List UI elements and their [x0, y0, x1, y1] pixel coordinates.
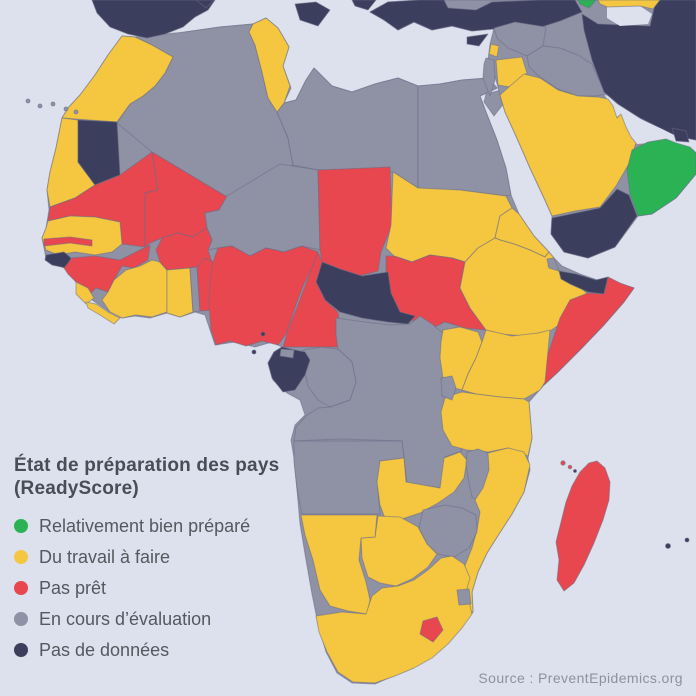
islands-canary — [63, 106, 69, 112]
legend-item-under-evaluation: En cours d’évaluation — [14, 608, 354, 630]
legend-dot-work-to-do-icon — [14, 550, 28, 564]
country-morocco — [61, 35, 174, 123]
legend-label-under-evaluation: En cours d’évaluation — [39, 608, 212, 629]
country-turkmenistan — [597, 0, 661, 10]
legend-item-no-data: Pas de données — [14, 639, 354, 661]
country-lesotho — [419, 616, 444, 643]
islands-comoros — [560, 460, 566, 466]
country-congo — [302, 346, 357, 408]
legend-dot-under-evaluation-icon — [14, 612, 28, 626]
island-sicily — [294, 1, 331, 27]
legend: État de préparation des pays (ReadyScore… — [14, 454, 354, 670]
country-kenya — [461, 329, 551, 400]
island-mauritius — [665, 543, 671, 549]
legend-item-work-to-do: Du travail à faire — [14, 546, 354, 568]
island-mayotte — [573, 469, 577, 473]
country-ghana — [166, 267, 194, 318]
country-mozambique — [457, 447, 531, 613]
legend-title: État de préparation des pays (ReadyScore… — [14, 454, 354, 500]
country-senegal — [41, 215, 123, 256]
legend-label-work-to-do: Du travail à faire — [39, 546, 171, 567]
country-spain — [91, 0, 216, 39]
country-libya — [276, 67, 419, 189]
country-rwanda-burundi — [440, 375, 457, 401]
source-attribution: Source : PreventEpidemics.org — [478, 670, 683, 686]
country-turkey — [369, 0, 583, 32]
country-oman-uae — [626, 138, 696, 217]
islands-canary — [37, 103, 43, 109]
country-musandam — [671, 127, 690, 143]
country-lebanon — [488, 43, 500, 58]
legend-label-well-prepared: Relativement bien préparé — [39, 515, 251, 536]
legend-title-line2: (ReadyScore) — [14, 478, 139, 499]
country-yemen — [550, 188, 638, 259]
country-equatorial-guinea — [279, 348, 295, 359]
legend-label-no-data: Pas de données — [39, 639, 170, 660]
islands-canary — [25, 98, 31, 104]
country-gambia — [43, 236, 93, 247]
islands-canary — [50, 101, 56, 107]
legend-label-not-ready: Pas prêt — [39, 577, 107, 598]
island-sao-tome — [251, 349, 257, 355]
country-somalia — [539, 276, 635, 386]
country-greece — [351, 0, 377, 11]
island-bioko — [260, 331, 266, 337]
islands-canary — [73, 109, 79, 115]
country-italy — [195, 0, 215, 9]
legend-item-well-prepared: Relativement bien préparé — [14, 515, 354, 537]
island-cyprus — [466, 33, 489, 47]
legend-dot-well-prepared-icon — [14, 519, 28, 533]
islands-comoros — [567, 464, 573, 470]
legend-dot-no-data-icon — [14, 643, 28, 657]
country-sierra-leone — [75, 281, 95, 305]
country-saudi-arabia — [499, 73, 637, 217]
persian-gulf — [604, 94, 696, 150]
country-liberia — [85, 301, 121, 325]
legend-dot-not-ready-icon — [14, 581, 28, 595]
country-angola — [293, 440, 405, 515]
country-tanzania — [440, 391, 533, 457]
country-israel — [482, 57, 496, 97]
country-madagascar — [555, 460, 611, 592]
legend-items: Relativement bien préparé Du travail à f… — [14, 515, 354, 661]
country-tunisia — [248, 17, 291, 113]
caspian-sea — [607, 6, 652, 26]
country-eswatini — [456, 588, 472, 606]
legend-title-line1: État de préparation des pays — [14, 455, 280, 476]
country-georgia — [577, 0, 597, 9]
island-reunion — [684, 537, 690, 543]
legend-item-not-ready: Pas prêt — [14, 577, 354, 599]
country-nigeria — [208, 245, 319, 347]
country-zambia — [376, 451, 468, 522]
country-gabon — [267, 346, 311, 393]
country-chad — [317, 166, 393, 278]
